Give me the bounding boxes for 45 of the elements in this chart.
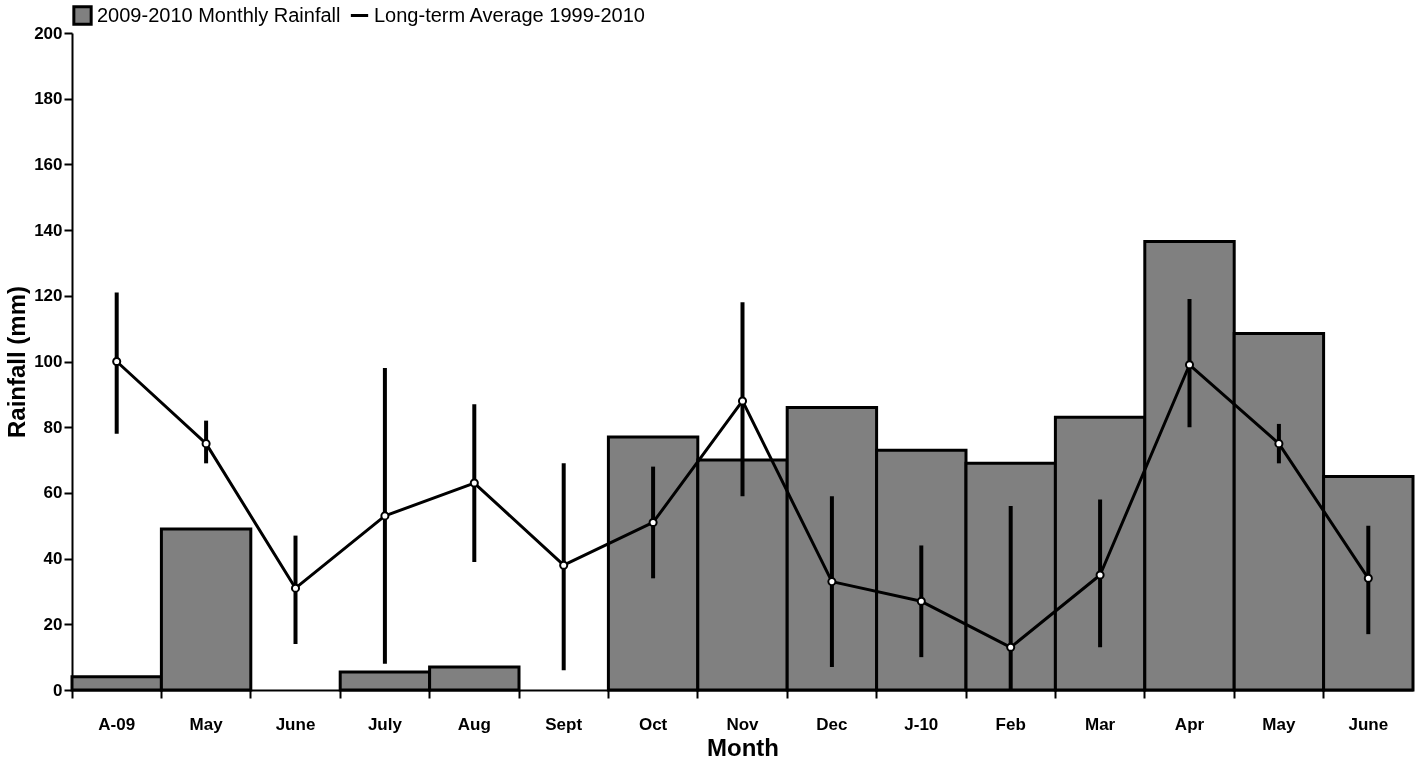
x-tick-label: J-10 [904, 714, 939, 734]
y-tick-label: 20 [43, 614, 63, 634]
point [916, 596, 926, 606]
x-tick-label: Mar [1084, 714, 1116, 734]
x-tick-label: Oct [638, 714, 668, 734]
x-tick-label: Apr [1174, 714, 1205, 734]
point [1006, 642, 1016, 652]
point [737, 396, 748, 406]
x-tick-label: Aug [457, 714, 491, 734]
x-tick-label: Sept [545, 714, 583, 734]
legend-label: Long-term Average 1999-2010 [374, 3, 645, 26]
x-tick-label: July [367, 714, 403, 734]
point [380, 511, 390, 521]
point [1095, 570, 1105, 580]
x-tick-label: Dec [816, 714, 848, 734]
point [112, 356, 122, 367]
x-tick-label: Feb [995, 714, 1026, 734]
point [1363, 573, 1373, 583]
x-axis-title: Month [707, 733, 779, 761]
point [559, 560, 569, 570]
y-tick-label: 200 [34, 23, 63, 43]
y-tick-label: 80 [43, 417, 63, 437]
point [469, 478, 479, 488]
point [1184, 360, 1195, 370]
y-tick-label: 40 [43, 549, 63, 569]
point [201, 439, 211, 449]
y-tick-label: 180 [34, 89, 63, 109]
x-tick-label: May [189, 714, 224, 734]
y-axis-title: Rainfall (mm) [3, 285, 31, 439]
y-tick-label: 140 [34, 220, 63, 240]
y-tick-label: 160 [34, 154, 63, 174]
x-tick-label: May [1262, 714, 1296, 734]
x-tick-label: June [275, 714, 316, 734]
y-tick-label: 0 [53, 680, 63, 700]
x-tick-label: A-09 [98, 714, 136, 734]
y-tick-label: 120 [34, 286, 63, 306]
point [827, 577, 837, 587]
point [290, 583, 301, 593]
y-tick-label: 60 [43, 483, 63, 503]
x-tick-label: June [1348, 714, 1389, 734]
y-tick-label: 100 [34, 352, 63, 371]
legend-label: 2009-2010 Monthly Rainfall [97, 3, 341, 26]
point [648, 517, 658, 527]
point [1274, 439, 1284, 449]
x-tick-label: Nov [726, 714, 760, 734]
